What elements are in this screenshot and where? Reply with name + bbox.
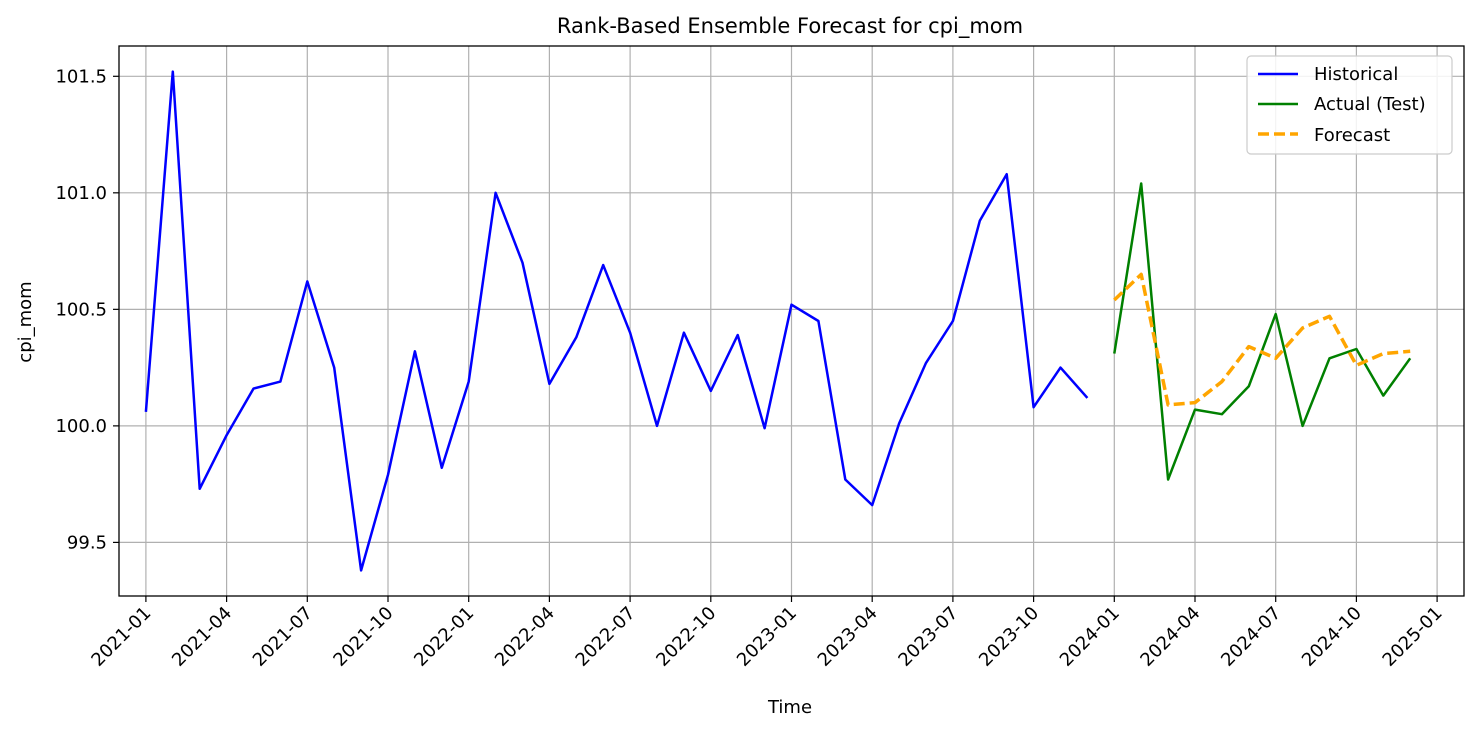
x-tick-label: 2023-04 bbox=[814, 603, 882, 671]
series-line-forecast bbox=[1113, 272, 1411, 407]
x-tick-label: 2023-07 bbox=[894, 603, 962, 671]
x-axis-title: Time bbox=[767, 697, 812, 718]
x-axis: 2021-01 2021-04 2021-07 2021-10 2022-01 2022-… bbox=[87, 596, 1447, 671]
y-tick-label: 100.0 bbox=[55, 416, 107, 437]
x-tick-label: 2021-07 bbox=[249, 603, 317, 671]
x-tick-label: 2021-04 bbox=[168, 603, 236, 671]
x-tick-label: 2021-10 bbox=[329, 603, 397, 671]
y-tick-label: 101.5 bbox=[55, 66, 107, 87]
series-line-actual-test bbox=[1113, 182, 1412, 481]
y-axis-title: cpi_mom bbox=[15, 281, 36, 362]
plot-lines bbox=[144, 70, 1412, 572]
x-tick-label: 2022-04 bbox=[491, 603, 559, 671]
x-tick-label: 2022-10 bbox=[652, 603, 720, 671]
x-tick-label: 2024-07 bbox=[1217, 603, 1285, 671]
legend: Historical Actual (Test) Forecast bbox=[1246, 55, 1453, 155]
x-tick-label: 2023-10 bbox=[975, 603, 1043, 671]
chart-title: Rank-Based Ensemble Forecast for cpi_mom bbox=[557, 14, 1023, 39]
y-tick-label: 99.5 bbox=[67, 532, 107, 553]
x-tick-label: 2022-07 bbox=[572, 603, 640, 671]
x-tick-label: 2024-01 bbox=[1056, 603, 1124, 671]
y-axis: 99.5 100.0 100.5 101.0 101.5 bbox=[55, 66, 119, 553]
x-tick-label: 2021-01 bbox=[87, 603, 155, 671]
legend-label-actual: Actual (Test) bbox=[1314, 94, 1426, 115]
x-tick-label: 2023-01 bbox=[733, 603, 801, 671]
y-tick-label: 101.0 bbox=[55, 183, 107, 204]
x-tick-label: 2024-10 bbox=[1298, 603, 1366, 671]
legend-label-historical: Historical bbox=[1314, 64, 1398, 85]
x-tick-label: 2022-01 bbox=[410, 603, 478, 671]
series-line-historical bbox=[144, 70, 1089, 572]
x-tick-label: 2024-04 bbox=[1136, 603, 1204, 671]
legend-box bbox=[1246, 55, 1453, 155]
y-tick-label: 100.5 bbox=[55, 299, 107, 320]
legend-label-forecast: Forecast bbox=[1314, 125, 1390, 146]
x-tick-label: 2025-01 bbox=[1379, 603, 1447, 671]
